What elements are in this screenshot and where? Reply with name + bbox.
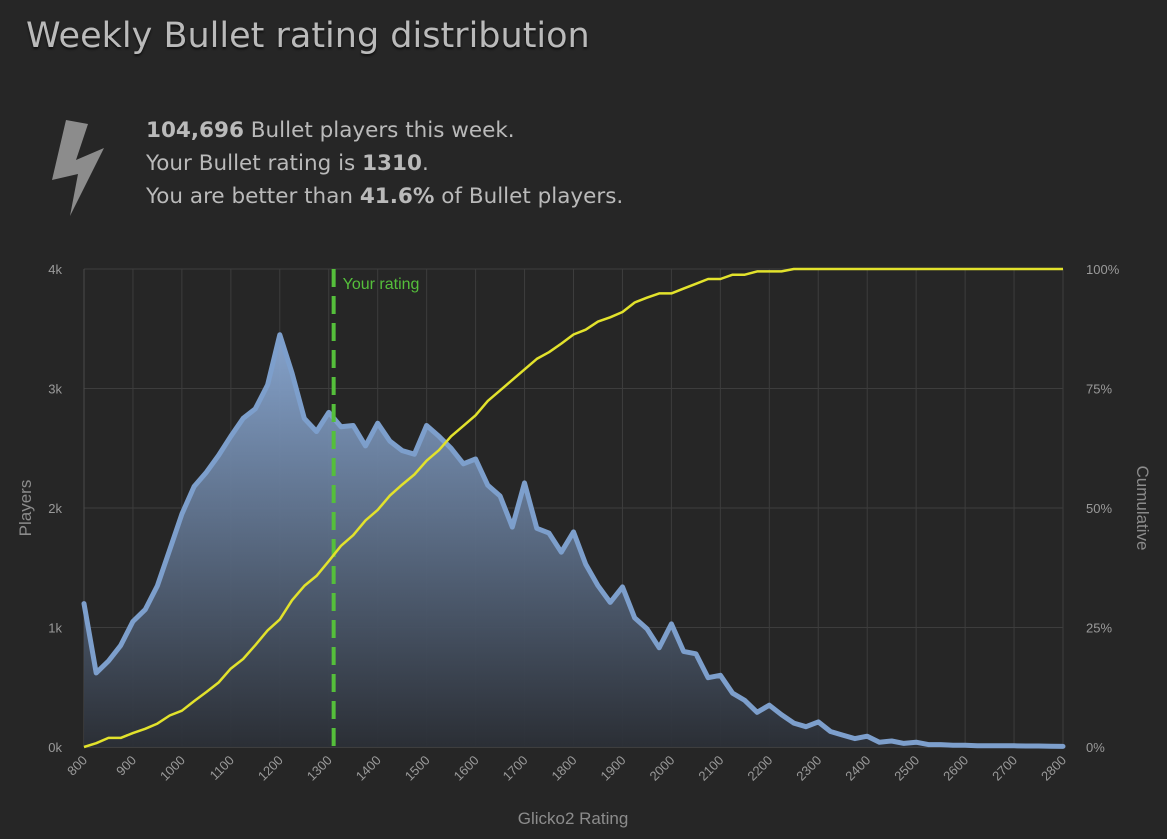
cumulative-series-line [83, 267, 1063, 749]
x-tick-label: 1600 [451, 753, 482, 784]
lightning-bolt-icon [52, 120, 104, 216]
x-tick-label: 1800 [549, 753, 580, 784]
percentile-value: 41.6% [359, 184, 435, 209]
x-tick-label: 2800 [1038, 753, 1069, 784]
players-area [84, 334, 1063, 747]
your-rating-label: Your rating [343, 276, 420, 293]
y-axis-title-left: Players [16, 480, 35, 537]
y-tick-label-right: 100% [1086, 262, 1120, 277]
page-title: Weekly Bullet rating distribution [26, 16, 590, 56]
rating-line: Your Bullet rating is 1310. [146, 147, 623, 180]
x-tick-label: 2100 [695, 753, 726, 784]
y-tick-label-right: 25% [1086, 621, 1112, 636]
x-tick-label: 1500 [402, 753, 433, 784]
y-tick-label-right: 0% [1086, 740, 1105, 755]
percentile-prefix: You are better than [146, 184, 360, 209]
x-axis-title: Glicko2 Rating [518, 809, 629, 828]
y-tick-label-right: 75% [1086, 382, 1112, 397]
y-tick-label-left: 3k [48, 382, 62, 397]
x-tick-label: 2000 [646, 753, 677, 784]
x-tick-label: 2700 [989, 753, 1020, 784]
x-tick-label: 1200 [255, 753, 286, 784]
percentile-line: You are better than 41.6% of Bullet play… [146, 180, 623, 213]
rating-prefix: Your Bullet rating is [146, 151, 363, 176]
x-tick-label: 800 [64, 753, 90, 779]
x-tick-label: 1400 [353, 753, 384, 784]
x-tick-label: 2400 [842, 753, 873, 784]
percentile-suffix: of Bullet players. [434, 184, 624, 209]
rating-suffix: . [421, 151, 429, 176]
x-tick-label: 1900 [598, 753, 629, 784]
summary-text: 104,696 Bullet players this week. Your B… [146, 114, 623, 213]
rating-value: 1310 [362, 151, 422, 176]
y-tick-label-right: 50% [1086, 501, 1112, 516]
y-axis-title-right: Cumulative [1133, 465, 1152, 550]
x-tick-label: 1300 [304, 753, 335, 784]
y-tick-label-left: 1k [48, 621, 62, 636]
x-tick-label: 2500 [891, 753, 922, 784]
players-count-suffix: Bullet players this week. [243, 118, 515, 143]
x-tick-label: 2300 [793, 753, 824, 784]
players-series-line [81, 332, 1066, 749]
y-tick-label-left: 2k [48, 501, 62, 516]
x-tick-label: 2200 [744, 753, 775, 784]
x-tick-label: 1700 [500, 753, 531, 784]
x-tick-label: 1100 [207, 753, 237, 783]
players-count-line: 104,696 Bullet players this week. [146, 114, 623, 147]
x-tick-label: 2600 [940, 753, 971, 784]
y-tick-label-left: 4k [48, 262, 62, 277]
y-tick-label-left: 0k [48, 740, 62, 755]
rating-distribution-chart: 800 900 1000 1100 1200 1300 1400 1500 1600 1700 18… [16, 262, 1152, 828]
players-count: 104,696 [146, 118, 244, 143]
x-tick-label: 1000 [157, 753, 188, 784]
x-tick-label: 900 [113, 753, 139, 779]
